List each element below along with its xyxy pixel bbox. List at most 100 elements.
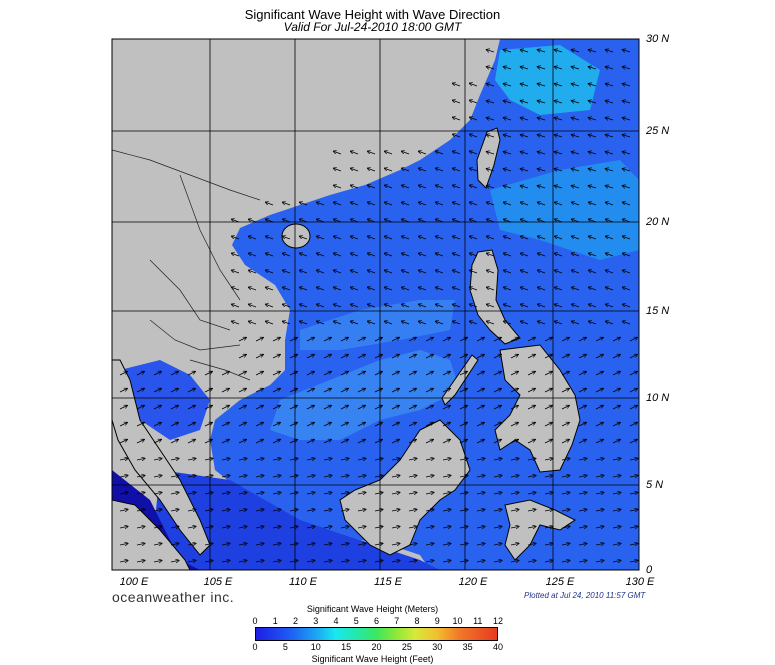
wave-direction-arrow [476,338,484,342]
lat-label-0: 0 [646,564,653,576]
wave-direction-arrow [537,118,546,120]
wave-direction-arrow [282,202,291,206]
wave-direction-arrow [323,389,331,393]
legend-meter-tick: 10 [452,616,463,626]
wave-direction-arrow [350,168,359,172]
wave-direction-arrow [544,560,553,562]
wave-direction-arrow [544,543,553,545]
wave-direction-arrow [272,338,280,342]
wave-direction-arrow [459,475,468,477]
wave-direction-arrow [238,458,247,460]
legend-colorbar [255,627,498,641]
wave-direction-arrow [408,492,417,494]
wave-direction-arrow [340,509,349,511]
wave-direction-arrow [493,526,502,528]
wave-direction-arrow [408,543,417,545]
wave-direction-arrow [391,492,400,494]
wave-direction-arrow [299,253,308,257]
legend-meter-tick: 6 [373,616,379,626]
wave-direction-arrow [340,355,348,359]
wave-direction-arrow [503,135,512,137]
wave-direction-arrow [544,372,552,376]
wave-direction-arrow [221,423,229,427]
wave-direction-arrow [527,492,536,494]
legend-meter-tick: 8 [414,616,420,626]
wave-direction-arrow [248,253,257,257]
wave-direction-arrow [486,270,495,274]
wave-direction-arrow [544,338,552,342]
wave-direction-arrow [333,168,342,172]
wave-direction-arrow [418,304,427,308]
wave-direction-arrow [282,253,291,257]
wave-direction-arrow [442,423,450,427]
wave-direction-arrow [221,389,229,393]
wave-direction-arrow [316,287,325,291]
wave-direction-arrow [425,492,434,494]
wave-direction-arrow [384,219,393,223]
wave-direction-arrow [187,475,196,477]
wave-direction-arrow [578,560,587,562]
wave-direction-arrow [629,406,637,410]
wave-direction-arrow [272,509,281,511]
wave-direction-arrow [510,423,518,427]
wave-direction-arrow [231,219,240,223]
wave-direction-arrow [571,287,580,291]
wave-direction-arrow [622,270,631,274]
gulf-of-thailand [118,360,210,440]
wave-direction-arrow [571,304,580,308]
wave-direction-arrow [221,406,229,410]
wave-direction-arrow [469,270,478,274]
wave-direction-arrow [442,492,451,494]
wave-direction-arrow [384,168,393,172]
wave-direction-arrow [136,475,145,477]
wave-direction-arrow [306,440,314,444]
wave-direction-arrow [265,236,274,240]
wave-direction-arrow [255,389,263,393]
wave-direction-arrow [520,135,529,137]
wave-direction-arrow [435,236,444,240]
wave-direction-arrow [170,509,179,511]
wave-direction-arrow [323,458,332,460]
wave-direction-arrow [629,475,638,477]
wave-direction-arrow [612,355,620,359]
wave-direction-arrow [486,67,495,69]
wave-direction-arrow [588,202,597,206]
wave-direction-arrow [272,355,280,359]
wave-direction-arrow [442,560,451,562]
wave-direction-arrow [503,287,512,291]
wave-direction-arrow [554,202,563,206]
wave-direction-arrow [469,304,478,308]
wave-direction-arrow [435,321,444,325]
wave-direction-arrow [622,321,631,325]
wave-direction-arrow [527,440,535,444]
wave-direction-arrow [248,236,257,240]
wave-direction-arrow [476,543,485,545]
wave-direction-arrow [612,372,620,376]
wave-direction-arrow [554,236,563,240]
wave-direction-arrow [289,475,298,477]
wave-direction-arrow [510,372,518,376]
wave-direction-arrow [612,338,620,342]
map-frame [111,38,640,571]
wave-direction-arrow [384,270,393,274]
wave-direction-arrow [248,219,257,223]
wave-direction-arrow [452,202,461,206]
wave-direction-arrow [476,492,485,494]
wave-direction-arrow [418,219,427,223]
wave-direction-arrow [520,186,529,188]
wave-direction-arrow [221,458,230,460]
wave-direction-arrow [605,253,614,257]
wave-direction-arrow [333,304,342,308]
wave-direction-arrow [503,253,512,257]
wave-direction-arrow [401,270,410,274]
wave-direction-arrow [537,84,546,86]
wave-direction-arrow [476,440,484,444]
wave-direction-arrow [554,101,563,103]
wave-direction-arrow [486,236,495,240]
wave-direction-arrow [595,458,604,460]
wave-direction-arrow [384,321,393,325]
wave-direction-arrow [333,151,342,155]
wave-direction-arrow [153,458,162,460]
wave-direction-arrow [486,101,495,103]
wave-direction-arrow [486,304,495,308]
